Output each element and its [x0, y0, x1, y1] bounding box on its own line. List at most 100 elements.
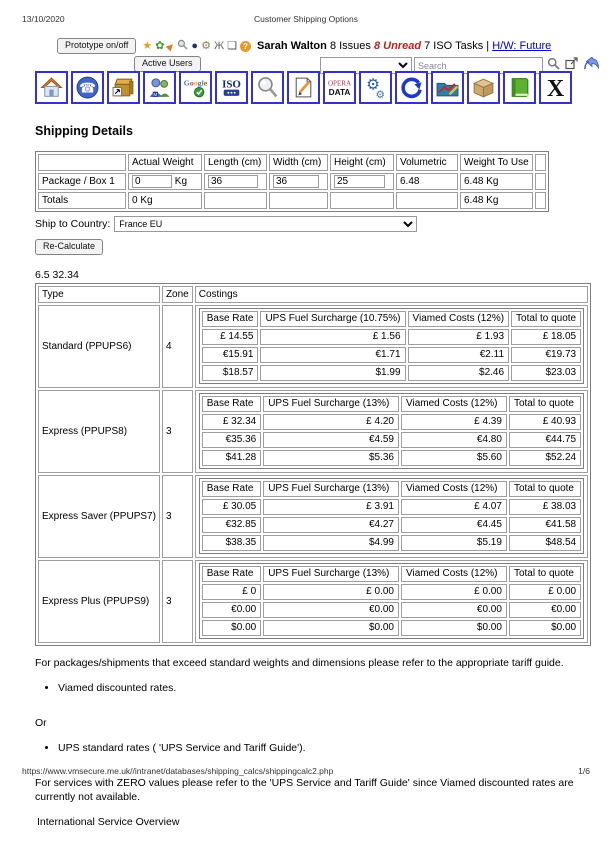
print-header: 13/10/2020 Customer Shipping Options	[22, 14, 590, 24]
recalculate-button[interactable]: Re-Calculate	[35, 239, 104, 255]
width-cell	[269, 173, 328, 190]
costings-table: Type Zone Costings Standard (PPUPS6) 4 Bas…	[35, 282, 592, 646]
col-type: Type	[38, 285, 160, 303]
rate-value: £ 3.91	[263, 498, 399, 515]
book-icon[interactable]	[503, 71, 536, 104]
user-status-text: Sarah Walton 8 Issues 8 Unread 7 ISO Tas…	[257, 40, 551, 52]
service-costings: Base Rate UPS Fuel Surcharge (13%) Viamed …	[194, 389, 589, 473]
service-row: Express (PPUPS8) 3 Base Rate UPS Fuel Surch…	[38, 389, 589, 473]
rate-value: $38.35	[201, 534, 262, 551]
users-icon[interactable]: M	[143, 71, 176, 104]
svg-text:⚙: ⚙	[366, 77, 380, 94]
chart-icon[interactable]	[431, 71, 464, 104]
close-x-icon[interactable]: X	[539, 71, 572, 104]
dart-icon: ▶	[164, 39, 177, 52]
svg-text:⚙: ⚙	[376, 90, 385, 100]
rate-value: £ 0.00	[400, 583, 507, 600]
zero-values-note: For services with ZERO values please ref…	[35, 777, 574, 803]
col-height: Height (cm)	[330, 154, 394, 171]
rate-value: $52.24	[508, 449, 582, 466]
rate-col-header: Viamed Costs (12%)	[400, 565, 507, 582]
print-title: Customer Shipping Options	[254, 14, 358, 24]
rate-col-header: UPS Fuel Surcharge (10.75%)	[260, 310, 406, 327]
rate-value: £ 4.20	[263, 413, 399, 430]
back-arrows-icon[interactable]	[583, 56, 600, 75]
rate-value: $1.99	[260, 364, 406, 381]
service-type: Standard (PPUPS6)	[38, 304, 160, 388]
ship-to-country-label: Ship to Country:	[35, 218, 111, 230]
length-input[interactable]	[208, 175, 258, 188]
gears-icon[interactable]: ⚙ ⚙	[359, 71, 392, 104]
rate-value: £ 38.03	[508, 498, 582, 515]
home-icon[interactable]	[35, 71, 68, 104]
height-input[interactable]	[334, 175, 385, 188]
rate-value: €0.00	[263, 601, 399, 618]
derrick-icon: Ж	[213, 39, 225, 52]
rate-col-header: Viamed Costs (12%)	[400, 395, 507, 412]
rate-col-header: UPS Fuel Surcharge (13%)	[263, 565, 399, 582]
rate-value: €4.80	[400, 431, 507, 448]
rate-col-header: Viamed Costs (12%)	[407, 310, 510, 327]
rate-col-header: Total to quote	[508, 565, 582, 582]
rate-value: $4.99	[263, 534, 399, 551]
rate-col-header: Base Rate	[201, 395, 262, 412]
rate-value: €0.00	[201, 601, 262, 618]
external-link-icon[interactable]	[565, 57, 578, 75]
rate-value: €0.00	[508, 601, 582, 618]
rate-value: £ 1.56	[260, 328, 406, 345]
gear-icon: ⚙	[201, 39, 211, 52]
col-volumetric: Volumetric	[396, 154, 458, 171]
rate-value: £ 1.93	[407, 328, 510, 345]
archive-icon[interactable]	[107, 71, 140, 104]
magnifier-icon	[177, 37, 188, 55]
rate-value: €19.73	[511, 346, 582, 363]
opera-data-icon[interactable]: OPERA DATA	[323, 71, 356, 104]
icon-toolbar: ☎ M Google ISO OPERA DATA ⚙ ⚙ X	[35, 71, 575, 104]
svg-text:ISO: ISO	[222, 79, 241, 91]
iso-icon[interactable]: ISO	[215, 71, 248, 104]
copy-icon: ❏	[227, 39, 237, 52]
rate-col-header: Base Rate	[201, 480, 262, 497]
col-length: Length (cm)	[204, 154, 267, 171]
col-weight-to-use: Weight To Use	[460, 154, 533, 171]
ship-to-country-select[interactable]: France EU	[114, 216, 418, 232]
active-users-button[interactable]: Active Users	[134, 56, 201, 72]
prototype-toggle-button[interactable]: Prototype on/off	[57, 38, 137, 54]
package-row: Package / Box 1 Kg 6.48 6.48 Kg	[38, 173, 546, 190]
hw-future-link[interactable]: H/W: Future	[492, 40, 552, 52]
print-footer: https://www.vmsecure.me.uk//intranet/dat…	[22, 766, 590, 776]
service-costings: Base Rate UPS Fuel Surcharge (13%) Viamed …	[194, 559, 589, 643]
package-icon[interactable]	[467, 71, 500, 104]
rate-value: $23.03	[511, 364, 582, 381]
google-icon[interactable]: Google	[179, 71, 212, 104]
svg-text:M: M	[153, 92, 157, 97]
col-actual-weight: Actual Weight	[128, 154, 202, 171]
print-date: 13/10/2020	[22, 14, 65, 24]
rate-value: £ 30.05	[201, 498, 262, 515]
rate-value: $41.28	[201, 449, 262, 466]
service-zone: 4	[161, 304, 193, 388]
search-icon[interactable]	[547, 57, 560, 75]
rate-value: £ 0.00	[508, 583, 582, 600]
rate-value: $0.00	[201, 619, 262, 636]
service-row: Standard (PPUPS6) 4 Base Rate UPS Fuel Surc…	[38, 304, 589, 388]
iso-tasks-count: 7 ISO Tasks |	[424, 40, 490, 52]
rate-col-header: Total to quote	[508, 395, 582, 412]
edit-doc-icon[interactable]	[287, 71, 320, 104]
help-icon: ?	[239, 40, 251, 52]
rate-value: $2.46	[407, 364, 510, 381]
weight-unit: Kg	[174, 176, 188, 187]
search-big-icon[interactable]	[251, 71, 284, 104]
service-type: Express Plus (PPUPS9)	[38, 559, 160, 643]
rate-value: $0.00	[508, 619, 582, 636]
service-costings: Base Rate UPS Fuel Surcharge (10.75%) Viam…	[194, 304, 589, 388]
actual-weight-cell: Kg	[128, 173, 202, 190]
actual-weight-input[interactable]	[132, 175, 172, 188]
width-input[interactable]	[273, 175, 319, 188]
rate-value: £ 40.93	[508, 413, 582, 430]
rate-value: $0.00	[400, 619, 507, 636]
rate-value: €32.85	[201, 516, 262, 533]
refresh-icon[interactable]	[395, 71, 428, 104]
svg-text:OPERA: OPERA	[328, 79, 352, 87]
phone-icon[interactable]: ☎	[71, 71, 104, 104]
